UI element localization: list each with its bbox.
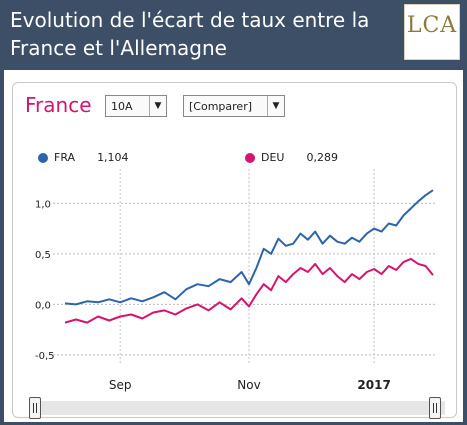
chevron-down-icon: ▼ xyxy=(267,96,284,116)
chart-panel: France 10A ▼ [Comparer] ▼ FRA 1,104 DEU … xyxy=(4,70,463,422)
lca-logo: LCA xyxy=(404,4,460,60)
period-select-value: 10A xyxy=(111,99,133,113)
compare-select-value: [Comparer] xyxy=(189,99,253,113)
x-tick-label: Nov xyxy=(237,378,260,392)
spread-line-chart: -0,5 0,0 0,5 1,0 Sep Nov 2017 xyxy=(35,169,437,392)
deu-dot-icon xyxy=(245,152,255,163)
compare-select[interactable]: [Comparer] ▼ xyxy=(183,95,285,117)
chevron-down-icon: ▼ xyxy=(149,96,166,116)
range-scrollbar[interactable] xyxy=(33,401,445,415)
series-line-fra xyxy=(64,189,434,306)
country-title: France xyxy=(25,93,92,117)
range-handle-right[interactable] xyxy=(429,397,441,419)
y-tick-label: -0,5 xyxy=(35,351,55,362)
y-tick-label: 0,5 xyxy=(35,250,51,261)
page-title: Evolution de l'écart de taux entre la Fr… xyxy=(10,8,370,60)
legend-deu-value: 0,289 xyxy=(306,151,338,164)
x-tick-label: Sep xyxy=(109,378,132,392)
logo-text: LCA xyxy=(406,13,458,38)
x-tick-label: 2017 xyxy=(357,378,390,392)
fra-dot-icon xyxy=(38,152,48,163)
period-select[interactable]: 10A ▼ xyxy=(105,95,167,117)
legend-item-fra[interactable]: FRA 1,104 xyxy=(38,151,129,164)
legend-deu-label: DEU xyxy=(261,151,285,164)
y-tick-label: 1,0 xyxy=(35,199,51,210)
range-handle-left[interactable] xyxy=(29,397,41,419)
series-line-deu xyxy=(64,257,434,324)
chart-widget: France 10A ▼ [Comparer] ▼ FRA 1,104 DEU … xyxy=(12,82,457,419)
legend-item-deu[interactable]: DEU 0,289 xyxy=(245,151,338,164)
legend-fra-value: 1,104 xyxy=(97,151,129,164)
legend-fra-label: FRA xyxy=(54,151,76,164)
y-tick-label: 0,0 xyxy=(35,300,51,311)
